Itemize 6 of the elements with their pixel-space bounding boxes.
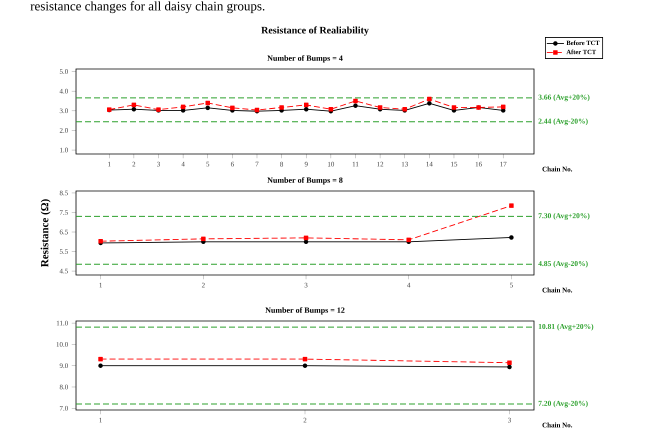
chart-title: Resistance of Realiability — [261, 26, 369, 36]
chart-subtitle: Number of Bumps = 4 — [267, 55, 343, 62]
chart-title: Number of Bumps = 8 — [267, 177, 343, 184]
text: resistance changes for all daisy chain groups. — [30, 1, 264, 14]
chart-title: Number of Bumps = 12 — [265, 307, 344, 314]
y-axis-title: Resistance (Ω) — [40, 199, 51, 267]
